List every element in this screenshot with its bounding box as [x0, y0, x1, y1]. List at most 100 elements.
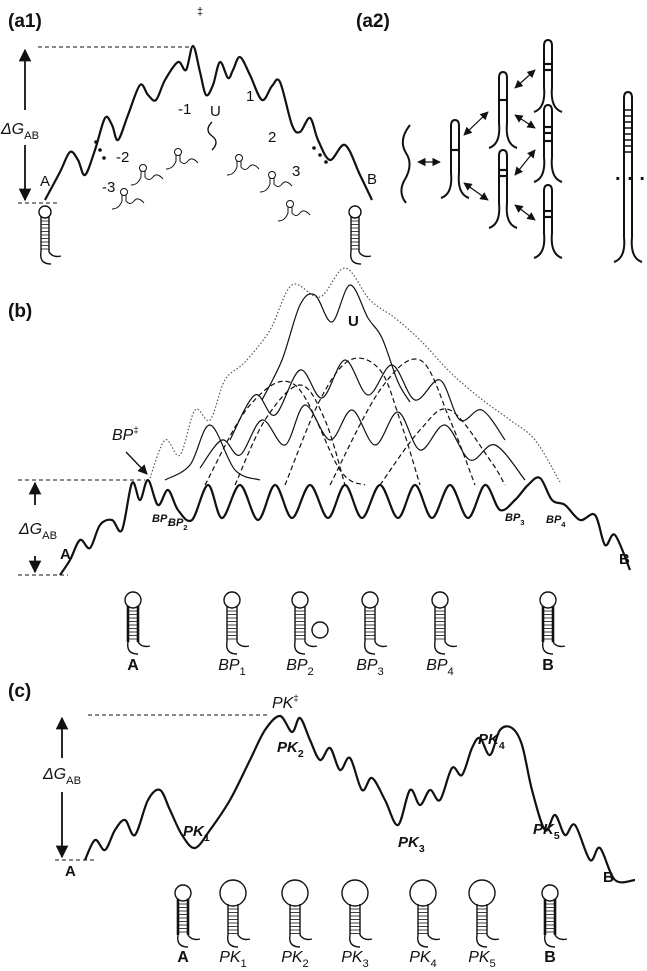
symbol-label: ΔGAB	[18, 521, 57, 542]
hairpin-stem	[365, 606, 375, 642]
small-loop	[140, 165, 147, 172]
symbol-main: B	[544, 949, 556, 966]
exchange-arrow	[515, 70, 535, 88]
small-tail	[278, 207, 310, 221]
hairpin-tail	[477, 935, 499, 947]
hairpin-tail	[41, 252, 61, 264]
energy-landscape	[330, 359, 475, 485]
subscript: 3	[363, 958, 369, 970]
symbol-main: PK	[478, 731, 500, 748]
hairpin-stem	[227, 606, 237, 642]
dot	[324, 160, 328, 164]
symbol-label: ΔGAB	[0, 121, 39, 142]
symbol-main: PK	[272, 695, 295, 712]
symbol-main: ΔG	[18, 521, 42, 538]
symbol-label: A	[127, 657, 139, 674]
symbol-label: ΔGAB	[42, 766, 81, 787]
energy-landscape	[285, 358, 420, 485]
symbol-label: PK1	[219, 949, 247, 970]
label: 2	[268, 129, 276, 146]
symbol-label: PK2	[281, 949, 309, 970]
symbol-main: PK	[398, 834, 420, 851]
superscript: ‡	[133, 425, 138, 436]
hairpin-tail	[227, 642, 249, 654]
hairpin-tail	[128, 642, 150, 654]
hairpin-loop	[220, 880, 246, 906]
label: B	[603, 869, 614, 886]
symbol-label: BP‡	[112, 425, 139, 444]
symbol-label: BP4	[546, 514, 566, 529]
hairpin-stem	[545, 899, 555, 935]
symbol-label: PK5	[468, 949, 496, 970]
extra-loop	[312, 622, 328, 638]
energy-landscape	[60, 477, 630, 575]
hairpin-tail	[350, 935, 372, 947]
symbol-main: ΔG	[42, 766, 66, 783]
hairpin-stem	[295, 606, 305, 642]
hairpin-loop	[224, 592, 240, 608]
subscript: 2	[183, 523, 187, 532]
hairpin-loop	[175, 885, 191, 901]
symbol-label: PK4	[478, 731, 505, 752]
subscript: 5	[554, 830, 560, 842]
hairpin-loop	[292, 592, 308, 608]
label: B	[619, 551, 630, 568]
exchange-arrow	[464, 112, 488, 135]
subscript: 4	[499, 740, 505, 752]
small-tail	[112, 195, 144, 209]
symbol-main: PK	[409, 949, 432, 966]
ellipsis: · · ·	[615, 168, 646, 190]
stem	[489, 150, 517, 228]
stem	[534, 105, 562, 182]
energy-landscape	[45, 46, 372, 200]
symbol-label: PK5	[533, 821, 560, 842]
small-loop	[269, 172, 276, 179]
small-loop	[175, 149, 182, 156]
subscript: 5	[490, 958, 496, 970]
panel-label: (a1)	[8, 11, 42, 32]
hairpin-stem	[435, 606, 445, 642]
subscript: 2	[308, 666, 314, 678]
symbol-main: PK	[183, 823, 205, 840]
hairpin-loop	[432, 592, 448, 608]
subscript: AB	[24, 130, 39, 142]
subscript: AB	[42, 530, 57, 542]
symbol-label: BP3	[356, 657, 384, 678]
exchange-arrow	[515, 150, 535, 175]
small-loop	[236, 155, 243, 162]
symbol-main: BP	[152, 513, 168, 525]
exchange-arrow	[515, 115, 535, 128]
label: U	[348, 313, 359, 330]
symbol-main: PK	[219, 949, 242, 966]
hairpin-loop	[540, 592, 556, 608]
small-tail	[260, 178, 292, 192]
symbol-main: BP	[286, 657, 308, 674]
subscript: AB	[66, 775, 81, 787]
hairpin-tail	[290, 935, 312, 947]
symbol-label: BP2	[286, 657, 314, 678]
stem	[534, 40, 562, 112]
energy-landscape	[200, 405, 525, 480]
panel-label: (a2)	[356, 11, 390, 32]
symbol-main: BP	[112, 427, 134, 444]
symbol-main: PK	[533, 821, 555, 838]
superscript: ‡	[293, 693, 298, 704]
hairpin-tail	[178, 935, 200, 947]
hairpin-loop	[542, 885, 558, 901]
subscript: 4	[561, 520, 566, 529]
dagger: ‡	[197, 6, 203, 18]
hairpin-stem	[128, 606, 138, 642]
subscript: 3	[378, 666, 384, 678]
subscript: 2	[298, 748, 304, 760]
symbol-label: BP4	[426, 657, 454, 678]
subscript: 3	[419, 843, 425, 855]
hairpin-tail	[545, 935, 567, 947]
symbol-label: BP3	[505, 512, 525, 527]
figure: (a1) (a2) (b) (c) ‡ · · · ΔGABA-3-2-1U12…	[0, 0, 647, 971]
label: A	[65, 863, 76, 880]
symbol-label: PK‡	[272, 693, 299, 712]
symbol-main: ΔG	[0, 121, 24, 138]
small-loop	[121, 189, 128, 196]
energy-landscape	[85, 716, 635, 882]
hairpin-tail	[365, 642, 387, 654]
